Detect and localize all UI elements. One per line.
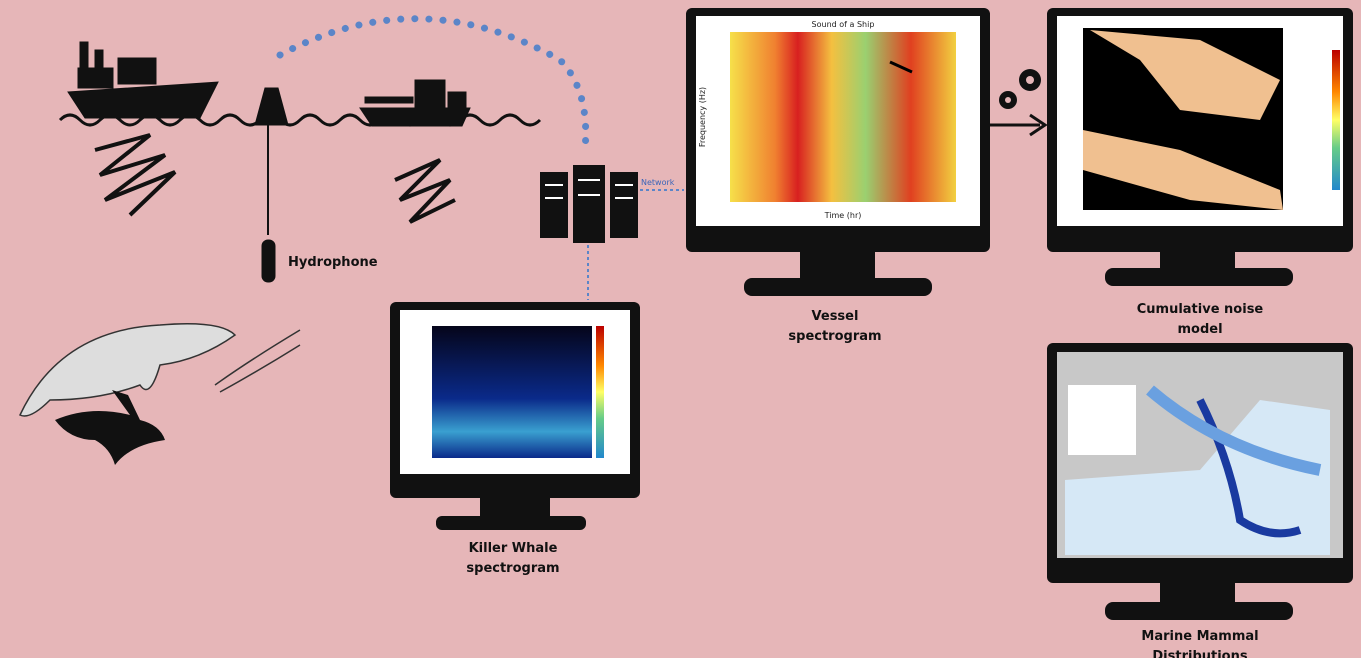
caption-line: Distributions [1152, 649, 1247, 658]
monitor-marine [1047, 343, 1353, 620]
diagram: Hydrophone Network Sound of a Ship Time … [0, 0, 1361, 658]
caption-line: Cumulative noise [1137, 302, 1264, 317]
x-axis-label: Time (hr) [824, 211, 862, 220]
monitor-killer-whale [390, 302, 640, 530]
plot-title: Sound of a Ship [812, 20, 875, 29]
caption-line: Marine Mammal [1141, 629, 1258, 644]
caption-line: Vessel [812, 309, 859, 324]
caption-line: Killer Whale [469, 541, 558, 556]
network-label: Network [641, 178, 675, 187]
monitor-cumulative [1047, 8, 1353, 286]
caption-line: model [1177, 322, 1222, 337]
y-axis-label: Frequency (Hz) [698, 87, 707, 147]
hydrophone-label: Hydrophone [288, 255, 378, 270]
servers [540, 165, 638, 243]
caption-line: spectrogram [466, 561, 559, 576]
caption: Marine Mammal Distributions [1141, 629, 1258, 658]
caption-line: spectrogram [788, 329, 881, 344]
